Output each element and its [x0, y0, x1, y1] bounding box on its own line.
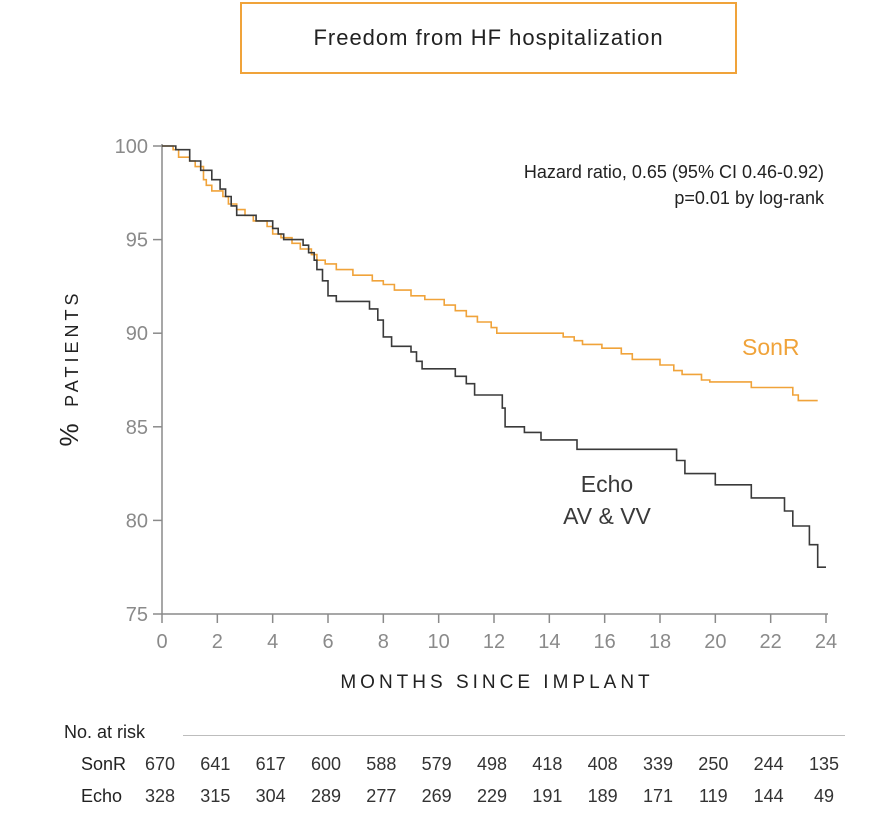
- x-tick-label: 12: [483, 631, 505, 653]
- y-tick-label: 75: [126, 604, 148, 626]
- y-tick-label: 90: [126, 323, 148, 345]
- y-tick-label: 80: [126, 510, 148, 532]
- hazard-ratio-annotation: Hazard ratio, 0.65 (95% CI 0.46-0.92): [524, 162, 824, 182]
- x-tick-label: 0: [156, 631, 167, 653]
- y-axis-percent-symbol: %: [54, 423, 84, 446]
- risk-value: 244: [753, 754, 784, 774]
- x-tick-label: 22: [760, 631, 782, 653]
- risk-row-label-echo: Echo: [81, 786, 123, 806]
- risk-value: 144: [753, 786, 784, 806]
- x-tick-label: 6: [322, 631, 333, 653]
- risk-value: 277: [366, 786, 397, 806]
- p-value-annotation: p=0.01 by log-rank: [674, 188, 825, 208]
- x-axis-title: MONTHS SINCE IMPLANT: [340, 672, 653, 693]
- risk-value: 189: [587, 786, 618, 806]
- x-tick-label: 10: [428, 631, 450, 653]
- x-tick-label: 4: [267, 631, 278, 653]
- risk-value: 250: [698, 754, 729, 774]
- risk-value: 617: [255, 754, 286, 774]
- axes: [153, 144, 828, 623]
- risk-value: 328: [144, 786, 176, 806]
- risk-value: 229: [476, 786, 508, 806]
- risk-value: 315: [200, 786, 231, 806]
- x-tick-label: 16: [594, 631, 616, 653]
- risk-value: 339: [642, 754, 674, 774]
- risk-value: 289: [310, 786, 342, 806]
- risk-value: 418: [532, 754, 563, 774]
- risk-value: 119: [698, 786, 728, 806]
- chart-title: Freedom from HF hospitalization: [240, 2, 737, 74]
- risk-value: 135: [808, 754, 840, 774]
- x-tick-label: 20: [704, 631, 726, 653]
- y-tick-label: 85: [126, 417, 148, 439]
- risk-value: 641: [200, 754, 231, 774]
- risk-value: 408: [587, 754, 618, 774]
- risk-table-divider: [183, 735, 845, 736]
- x-tick-label: 2: [212, 631, 223, 653]
- risk-value: 304: [255, 786, 286, 806]
- x-tick-label: 18: [649, 631, 671, 653]
- series-label-echo: Echo: [581, 471, 633, 497]
- y-axis-label: PATIENTS: [62, 290, 82, 407]
- risk-table-header: No. at risk: [64, 722, 146, 742]
- risk-row-label-sonr: SonR: [81, 754, 127, 774]
- series-label-echo-sub: AV & VV: [563, 503, 651, 529]
- risk-value: 579: [421, 754, 452, 774]
- series-line-sonr: [162, 145, 818, 402]
- y-tick-label: 95: [126, 230, 148, 252]
- risk-value: 588: [366, 754, 397, 774]
- x-tick-label: 14: [538, 631, 560, 653]
- x-tick-label: 8: [378, 631, 389, 653]
- risk-value: 600: [310, 754, 342, 774]
- risk-value: 171: [642, 786, 674, 806]
- risk-value: 670: [144, 754, 176, 774]
- series-lines: [162, 145, 826, 568]
- risk-value: 498: [476, 754, 508, 774]
- risk-value: 269: [421, 786, 452, 806]
- series-line-echo: [162, 145, 826, 568]
- risk-value: 191: [532, 786, 563, 806]
- risk-value: 49: [813, 786, 835, 806]
- y-axis-title: % PATIENTS: [54, 290, 84, 447]
- y-tick-label: 100: [115, 136, 148, 158]
- series-label-sonr: SonR: [742, 334, 800, 360]
- x-tick-label: 24: [815, 631, 837, 653]
